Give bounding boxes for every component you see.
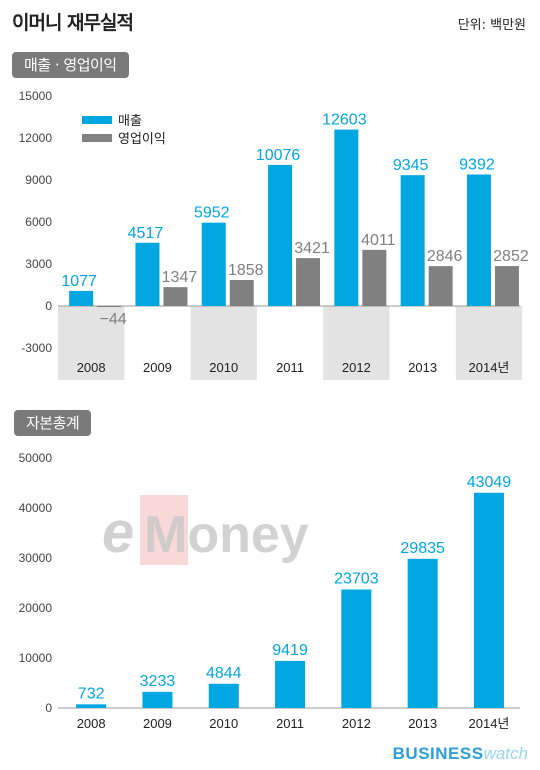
x-tick-label: 2011 <box>276 360 304 375</box>
x-tick-label: 2010 <box>209 360 238 375</box>
y-tick-label: 15000 <box>19 89 53 103</box>
y-tick-label: -3000 <box>21 341 52 355</box>
op-profit-bar <box>428 266 453 306</box>
equity-bar <box>142 691 173 708</box>
x-tick-label: 2008 <box>77 716 106 731</box>
revenue-op-chart: 2008 2009 2010 2011 2012 2013 2014년 15000 12000 9… <box>19 89 529 380</box>
revenue-value-label: 5952 <box>194 205 230 222</box>
legend-label-op-profit: 영업이익 <box>118 131 166 146</box>
revenue-bar <box>69 290 94 306</box>
x-tick-label: 2008 <box>77 360 106 375</box>
year-shade <box>323 306 390 380</box>
section-tag-revenue: 매출 · 영업이익 <box>12 52 129 78</box>
y-tick-label: 20000 <box>19 601 53 615</box>
watermark-e: e <box>102 500 134 565</box>
x-tick-label: 2012 <box>342 360 371 375</box>
legend-label-revenue: 매출 <box>118 113 142 128</box>
revenue-bar <box>334 129 359 306</box>
brand-footer: BUSINESSwatch <box>393 744 528 764</box>
revenue-value-label: 1077 <box>61 273 97 290</box>
y-tick-label: 9000 <box>25 173 52 187</box>
revenue-value-label: 12603 <box>322 112 367 129</box>
op-profit-bar <box>97 306 122 307</box>
emoney-watermark: e Money <box>102 495 309 565</box>
equity-value-label: 29835 <box>400 540 445 557</box>
revenue-bar <box>400 175 425 306</box>
op-profit-bar <box>229 279 254 306</box>
equity-bar <box>341 589 372 708</box>
op-profit-bar <box>296 258 321 306</box>
unit-label: 단위: 백만원 <box>457 18 526 33</box>
equity-value-label: 9419 <box>272 642 308 659</box>
x-tick-label: 2012 <box>342 716 371 731</box>
y-tick-label: 30000 <box>19 551 53 565</box>
y-tick-label: 6000 <box>25 215 52 229</box>
page-title: 이머니 재무실적 <box>12 12 134 34</box>
x-tick-label: 2011 <box>276 716 304 731</box>
equity-bar <box>208 683 239 708</box>
x-tick-label: 2010 <box>209 716 238 731</box>
y-tick-label: 0 <box>45 299 52 313</box>
op-profit-bar <box>362 249 387 306</box>
revenue-value-label: 9345 <box>393 157 429 174</box>
watermark-box <box>140 495 188 565</box>
x-tick-label: 2014년 <box>469 716 510 731</box>
equity-value-label: 43049 <box>467 474 512 491</box>
op-profit-value-label: 2846 <box>427 248 463 265</box>
legend-swatch-revenue <box>82 116 112 124</box>
year-shade <box>190 306 257 380</box>
op-profit-bar <box>494 266 519 306</box>
revenue-value-label: 9392 <box>459 157 495 174</box>
revenue-bar <box>201 222 226 306</box>
y-tick-label: 50000 <box>19 451 53 465</box>
x-tick-label: 2009 <box>143 716 172 731</box>
x-tick-label: 2009 <box>143 360 172 375</box>
revenue-bar <box>135 242 160 306</box>
equity-value-label: 732 <box>78 685 105 702</box>
y-tick-label: 0 <box>45 701 52 715</box>
revenue-bar <box>466 174 491 306</box>
x-tick-label: 2014년 <box>469 360 510 375</box>
equity-bar <box>407 558 438 708</box>
op-profit-value-label: 2852 <box>493 248 529 265</box>
revenue-value-label: 4517 <box>128 225 164 242</box>
equity-value-label: 4844 <box>206 665 242 682</box>
y-tick-label: 12000 <box>19 131 53 145</box>
equity-bar <box>76 704 107 708</box>
revenue-value-label: 10076 <box>256 147 301 164</box>
equity-value-label: 23703 <box>334 570 379 587</box>
op-profit-bar <box>163 287 188 306</box>
y-tick-label: 3000 <box>25 257 52 271</box>
brand-business: BUSINESS <box>392 744 484 763</box>
y-tick-label: 40000 <box>19 501 53 515</box>
revenue-bar <box>268 164 293 306</box>
year-shade <box>455 306 523 380</box>
x-tick-label: 2013 <box>408 360 437 375</box>
watermark-money: Money <box>144 506 309 564</box>
op-profit-value-label: 1347 <box>162 269 198 286</box>
op-profit-value-label: 3421 <box>294 240 330 257</box>
year-shade <box>58 306 125 380</box>
brand-watch: watch <box>483 744 528 763</box>
op-profit-value-label: −44 <box>100 311 127 328</box>
x-tick-label: 2013 <box>408 716 437 731</box>
equity-value-label: 3233 <box>140 673 176 690</box>
equity-bar <box>275 660 306 708</box>
op-profit-value-label: 1858 <box>228 262 264 279</box>
op-profit-value-label: 4011 <box>361 232 396 249</box>
equity-bar <box>473 492 504 708</box>
legend-swatch-op-profit <box>82 134 112 142</box>
section-tag-equity: 자본총계 <box>14 410 92 436</box>
y-tick-label: 10000 <box>19 651 53 665</box>
